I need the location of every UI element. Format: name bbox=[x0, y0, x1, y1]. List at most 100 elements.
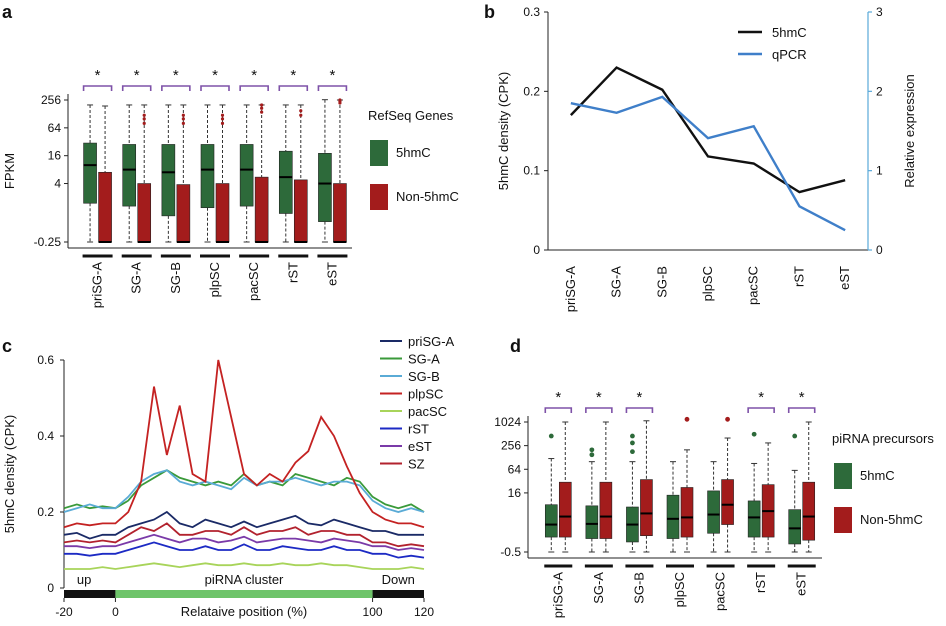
y-right-tick-label: 2 bbox=[876, 84, 883, 98]
significance-bracket bbox=[544, 407, 573, 413]
y-right-tick-label: 1 bbox=[876, 164, 883, 178]
outlier-point bbox=[589, 452, 595, 458]
panel-b: b 0 0.1 0.2 0.3 0 1 2 3 5hmC density (CPK) Relati… bbox=[484, 2, 917, 312]
significance-bracket bbox=[585, 407, 613, 413]
legend-label: 5hmC bbox=[860, 468, 895, 483]
legend-title: piRNA precursors bbox=[832, 431, 934, 446]
category-label: eST bbox=[837, 266, 852, 290]
box-non-hmc bbox=[137, 183, 152, 243]
outlier-point bbox=[792, 433, 798, 439]
series-line-est bbox=[64, 533, 425, 551]
box-non-hmc bbox=[215, 183, 230, 243]
outlier-point bbox=[181, 113, 185, 117]
outlier-point bbox=[220, 113, 225, 117]
box-hmc bbox=[161, 144, 176, 217]
panel-a-plot: 256 64 16 4 -0.25 FPKM priSG-A * SG-A * SG-B * plpSC… bbox=[2, 67, 352, 308]
series-line-5hmc bbox=[569, 66, 846, 194]
category-label: SG-A bbox=[591, 572, 606, 604]
y-tick-label: 0.2 bbox=[523, 84, 540, 98]
outlier-point bbox=[260, 103, 264, 107]
region-label-down: Down bbox=[382, 572, 415, 587]
y-tick-label: 256 bbox=[41, 93, 61, 107]
category-label: rST bbox=[285, 262, 300, 283]
outlier-point bbox=[142, 121, 146, 125]
series-line-rst bbox=[64, 541, 425, 559]
category-label: pacSC bbox=[746, 266, 761, 305]
box-non-hmc bbox=[333, 183, 347, 243]
category-label: priSG-A bbox=[90, 262, 105, 309]
upstream-bar bbox=[64, 590, 116, 598]
legend-label: 5hmC bbox=[772, 25, 807, 40]
series-line-plpsc bbox=[63, 359, 425, 529]
significance-bracket bbox=[317, 85, 348, 91]
outlier-point bbox=[260, 106, 264, 110]
outlier-point bbox=[181, 117, 185, 121]
region-label-cluster: piRNA cluster bbox=[205, 572, 284, 587]
category-label: rST bbox=[791, 266, 806, 287]
category-label: SG-A bbox=[129, 262, 144, 294]
box-hmc bbox=[585, 505, 599, 539]
box-hmc bbox=[239, 144, 254, 207]
category-label: plpSC bbox=[700, 266, 715, 301]
category-label: SG-B bbox=[631, 572, 646, 604]
panel-letter-c: c bbox=[2, 336, 12, 356]
box-hmc bbox=[747, 500, 761, 538]
significance-bracket bbox=[82, 85, 113, 91]
significance-star: * bbox=[330, 67, 336, 84]
x-tick-label: 120 bbox=[414, 605, 434, 619]
y-tick-label: 0 bbox=[47, 581, 54, 595]
legend-title: RefSeq Genes bbox=[368, 108, 454, 123]
significance-star: * bbox=[555, 389, 561, 406]
y-tick-label: 64 bbox=[48, 121, 62, 135]
outlier-point bbox=[684, 416, 690, 422]
box-hmc bbox=[83, 142, 97, 204]
y-tick-label: 4 bbox=[54, 177, 61, 191]
y-tick-label: 0.2 bbox=[37, 505, 54, 519]
box-non-hmc bbox=[802, 481, 816, 541]
box-hmc bbox=[788, 509, 802, 545]
significance-bracket bbox=[278, 85, 309, 91]
outlier-point bbox=[725, 416, 730, 422]
significance-bracket bbox=[787, 407, 816, 413]
category-label: SG-A bbox=[609, 266, 624, 298]
y-right-tick-label: 3 bbox=[876, 5, 883, 19]
y-tick-label: 0.4 bbox=[37, 429, 54, 443]
box-hmc bbox=[707, 490, 720, 534]
series-line-sz bbox=[63, 522, 425, 548]
series-line-sg-b bbox=[63, 469, 425, 513]
category-label: pacSC bbox=[246, 262, 261, 301]
outlier-point bbox=[220, 121, 225, 125]
box-hmc bbox=[544, 504, 558, 538]
category-label: pacSC bbox=[713, 572, 728, 611]
y-right-tick-label: 0 bbox=[876, 243, 883, 257]
box-non-hmc bbox=[599, 481, 613, 539]
series-line-qpcr bbox=[570, 95, 846, 232]
significance-star: * bbox=[758, 389, 764, 406]
series-line-pacsc bbox=[64, 562, 425, 570]
box-non-hmc bbox=[680, 487, 694, 538]
box-hmc bbox=[278, 150, 293, 214]
category-label: rST bbox=[753, 572, 768, 593]
category-label: eST bbox=[324, 262, 339, 286]
panel-letter-a: a bbox=[2, 2, 13, 22]
y-tick-label: -0.25 bbox=[34, 235, 62, 249]
box-hmc bbox=[318, 153, 332, 222]
legend-label: plpSC bbox=[408, 387, 443, 402]
significance-star: * bbox=[251, 67, 257, 84]
outlier-point bbox=[299, 113, 303, 117]
significance-star: * bbox=[95, 67, 101, 84]
panel-d-legend: piRNA precursors 5hmC Non-5hmC bbox=[832, 431, 934, 533]
box-hmc bbox=[200, 144, 215, 209]
panel-c-plot: 0 0.2 0.4 0.6 5hmC density (CPK) up piRNA clus… bbox=[2, 334, 455, 619]
legend-label: qPCR bbox=[772, 47, 807, 62]
y-tick-label: 16 bbox=[48, 149, 62, 163]
legend-label: eST bbox=[408, 439, 432, 454]
outlier-point bbox=[260, 110, 264, 114]
y-tick-label: 64 bbox=[508, 462, 522, 476]
y-axis-label: 5hmC density (CPK) bbox=[2, 415, 17, 533]
outlier-point bbox=[220, 117, 225, 121]
region-label-up: up bbox=[77, 572, 91, 587]
category-label: SG-B bbox=[168, 262, 183, 294]
legend-swatch-hmc bbox=[834, 463, 852, 489]
